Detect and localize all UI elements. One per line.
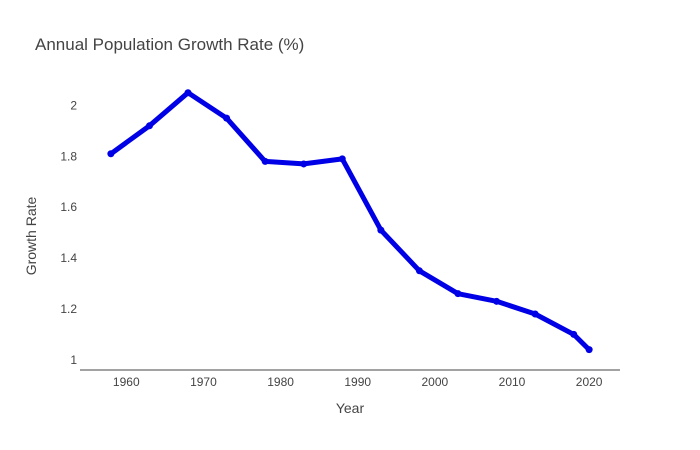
y-tick-label: 1.2	[60, 302, 77, 316]
x-tick-label: 1990	[344, 375, 371, 389]
x-tick-label: 2000	[422, 375, 449, 389]
x-tick-label: 2010	[499, 375, 526, 389]
series-line	[108, 90, 592, 353]
y-tick-label: 1.8	[60, 149, 77, 163]
x-axis-ticks: 1960 1970 1980 1990 2000 2010 2020	[113, 375, 603, 389]
y-tick-label: 1	[70, 353, 77, 367]
data-point[interactable]	[300, 160, 308, 168]
chart-title: Annual Population Growth Rate (%)	[35, 35, 304, 54]
data-point[interactable]	[531, 310, 539, 318]
y-axis-label: Growth Rate	[23, 196, 39, 275]
data-point[interactable]	[570, 330, 578, 338]
data-point[interactable]	[223, 114, 231, 122]
y-tick-label: 2	[70, 98, 77, 112]
data-point[interactable]	[184, 89, 192, 97]
x-tick-label: 1960	[113, 375, 140, 389]
y-tick-label: 1.6	[60, 200, 77, 214]
y-tick-label: 1.4	[60, 251, 77, 265]
data-point[interactable]	[377, 226, 385, 234]
x-tick-label: 1970	[190, 375, 217, 389]
data-point[interactable]	[493, 297, 501, 305]
x-tick-label: 1980	[267, 375, 294, 389]
data-point[interactable]	[338, 155, 346, 163]
series-layer	[107, 89, 593, 354]
x-tick-label: 2020	[576, 375, 603, 389]
data-point[interactable]	[107, 150, 115, 158]
x-axis-label: Year	[336, 400, 365, 416]
data-point[interactable]	[145, 122, 153, 130]
data-point[interactable]	[415, 267, 423, 275]
data-point[interactable]	[585, 346, 593, 354]
data-point[interactable]	[261, 157, 269, 165]
data-point[interactable]	[454, 290, 462, 298]
y-axis-ticks: 1 1.2 1.4 1.6 1.8 2	[60, 98, 77, 366]
